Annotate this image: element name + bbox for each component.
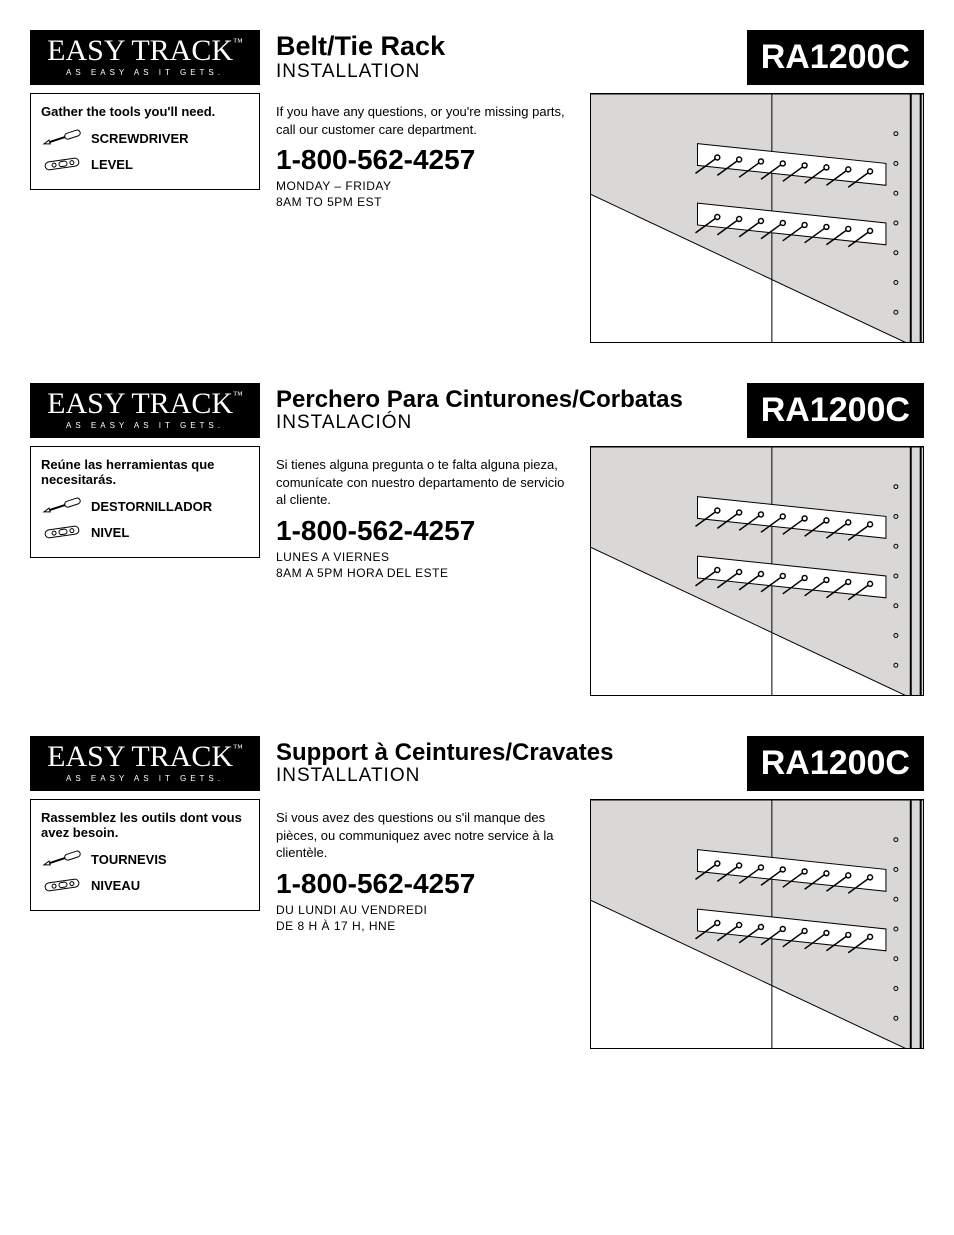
brand-logo: EASY TRACK™ AS EASY AS IT GETS.: [30, 30, 260, 85]
screwdriver-icon: [41, 495, 83, 517]
tool-item: SCREWDRIVER: [41, 127, 249, 149]
level-icon: [41, 521, 83, 543]
logo-tagline: AS EASY AS IT GETS.: [66, 421, 224, 430]
body-row: Reúne las herramientas que necesitarás. …: [30, 446, 924, 696]
tool-label: TOURNEVIS: [91, 852, 167, 867]
logo-text: EASY TRACK™: [47, 389, 243, 419]
model-number: RA1200C: [761, 744, 910, 783]
header-row: EASY TRACK™ AS EASY AS IT GETS. Perchero…: [30, 383, 924, 438]
phone-number: 1-800-562-4257: [276, 515, 574, 547]
section-es: EASY TRACK™ AS EASY AS IT GETS. Perchero…: [0, 353, 954, 706]
model-badge: RA1200C: [747, 383, 924, 438]
product-illustration: [590, 446, 924, 696]
tool-label: NIVEL: [91, 525, 129, 540]
tool-item: NIVEL: [41, 521, 249, 543]
screwdriver-icon: [41, 127, 83, 149]
brand-logo: EASY TRACK™ AS EASY AS IT GETS.: [30, 383, 260, 438]
brand-logo: EASY TRACK™ AS EASY AS IT GETS.: [30, 736, 260, 791]
hours: LUNES A VIERNES 8AM A 5PM HORA DEL ESTE: [276, 549, 574, 581]
tools-heading: Gather the tools you'll need.: [41, 104, 249, 119]
contact-panel: If you have any questions, or you're mis…: [270, 93, 580, 343]
logo-tagline: AS EASY AS IT GETS.: [66, 68, 224, 77]
hours-line: 8AM TO 5PM EST: [276, 194, 574, 210]
product-illustration: [590, 799, 924, 1049]
hours-line: 8AM A 5PM HORA DEL ESTE: [276, 565, 574, 581]
product-title: Support à Ceintures/Cravates: [276, 740, 737, 765]
hours-line: DU LUNDI AU VENDREDI: [276, 902, 574, 918]
header-row: EASY TRACK™ AS EASY AS IT GETS. Support …: [30, 736, 924, 791]
tool-label: SCREWDRIVER: [91, 131, 189, 146]
hours-line: LUNES A VIERNES: [276, 549, 574, 565]
product-subtitle: INSTALLATION: [276, 61, 737, 83]
section-fr: EASY TRACK™ AS EASY AS IT GETS. Support …: [0, 706, 954, 1059]
product-illustration: [590, 93, 924, 343]
tools-panel: Reúne las herramientas que necesitarás. …: [30, 446, 260, 558]
body-row: Rassemblez les outils dont vous avez bes…: [30, 799, 924, 1049]
level-icon: [41, 153, 83, 175]
hours: DU LUNDI AU VENDREDI DE 8 H À 17 H, HNE: [276, 902, 574, 934]
hours: MONDAY – FRIDAY 8AM TO 5PM EST: [276, 178, 574, 210]
title-block: Perchero Para Cinturones/Corbatas INSTAL…: [270, 383, 737, 438]
phone-number: 1-800-562-4257: [276, 144, 574, 176]
tool-item: NIVEAU: [41, 874, 249, 896]
model-number: RA1200C: [761, 391, 910, 430]
tools-heading: Rassemblez les outils dont vous avez bes…: [41, 810, 249, 840]
contact-panel: Si vous avez des questions ou s'il manqu…: [270, 799, 580, 1049]
tool-item: TOURNEVIS: [41, 848, 249, 870]
contact-intro: Si tienes alguna pregunta o te falta alg…: [276, 456, 574, 509]
tool-label: LEVEL: [91, 157, 133, 172]
product-title: Perchero Para Cinturones/Corbatas: [276, 387, 737, 412]
title-block: Support à Ceintures/Cravates INSTALLATIO…: [270, 736, 737, 791]
tools-panel: Gather the tools you'll need. SCREWDRIVE…: [30, 93, 260, 190]
tool-item: DESTORNILLADOR: [41, 495, 249, 517]
level-icon: [41, 874, 83, 896]
tools-panel: Rassemblez les outils dont vous avez bes…: [30, 799, 260, 911]
title-block: Belt/Tie Rack INSTALLATION: [270, 30, 737, 85]
body-row: Gather the tools you'll need. SCREWDRIVE…: [30, 93, 924, 343]
tool-item: LEVEL: [41, 153, 249, 175]
contact-intro: If you have any questions, or you're mis…: [276, 103, 574, 138]
model-badge: RA1200C: [747, 736, 924, 791]
phone-number: 1-800-562-4257: [276, 868, 574, 900]
section-en: EASY TRACK™ AS EASY AS IT GETS. Belt/Tie…: [0, 0, 954, 353]
header-row: EASY TRACK™ AS EASY AS IT GETS. Belt/Tie…: [30, 30, 924, 85]
model-number: RA1200C: [761, 38, 910, 77]
tool-label: DESTORNILLADOR: [91, 499, 212, 514]
logo-text: EASY TRACK™: [47, 36, 243, 66]
tool-label: NIVEAU: [91, 878, 140, 893]
logo-tagline: AS EASY AS IT GETS.: [66, 774, 224, 783]
contact-panel: Si tienes alguna pregunta o te falta alg…: [270, 446, 580, 696]
product-title: Belt/Tie Rack: [276, 32, 737, 60]
hours-line: DE 8 H À 17 H, HNE: [276, 918, 574, 934]
contact-intro: Si vous avez des questions ou s'il manqu…: [276, 809, 574, 862]
screwdriver-icon: [41, 848, 83, 870]
tools-heading: Reúne las herramientas que necesitarás.: [41, 457, 249, 487]
product-subtitle: INSTALLATION: [276, 765, 737, 787]
product-subtitle: INSTALACIÓN: [276, 412, 737, 434]
hours-line: MONDAY – FRIDAY: [276, 178, 574, 194]
logo-text: EASY TRACK™: [47, 742, 243, 772]
model-badge: RA1200C: [747, 30, 924, 85]
